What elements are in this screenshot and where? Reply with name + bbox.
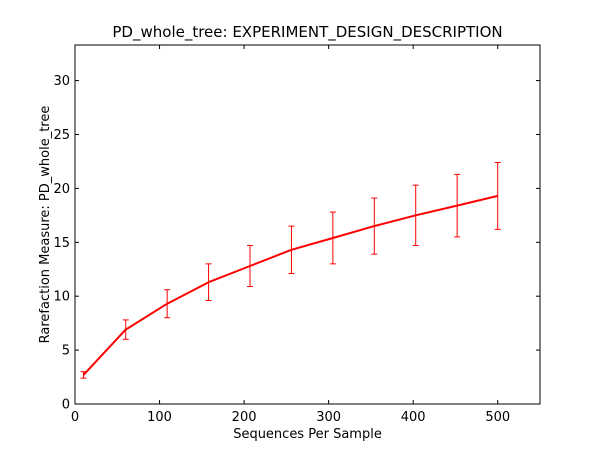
axes-frame	[74, 44, 541, 405]
y-tick-label: 0	[62, 398, 70, 413]
y-tick-label: 10	[53, 290, 70, 305]
y-tick-label: 15	[53, 236, 70, 251]
x-tick-label: 500	[485, 410, 510, 425]
x-tick-label: 0	[71, 410, 79, 425]
x-tick-label: 400	[401, 410, 426, 425]
series-line	[82, 194, 498, 376]
chart-title: PD_whole_tree: EXPERIMENT_DESIGN_DESCRIP…	[112, 23, 502, 42]
y-axis-label: Rarefaction Measure: PD_whole_tree	[38, 106, 53, 344]
x-axis-label: Sequences Per Sample	[233, 427, 382, 442]
y-tick-label: 30	[53, 74, 70, 89]
x-tick-label: 300	[316, 410, 341, 425]
y-tick-label: 25	[53, 128, 70, 143]
y-tick-label: 5	[62, 344, 70, 359]
plot-area	[80, 162, 501, 379]
y-tick-label: 20	[53, 182, 70, 197]
axes-ticks: 0 100 200 300 400 500 0 5 10 15 20 25 30	[53, 45, 540, 425]
x-tick-label: 200	[232, 410, 257, 425]
x-tick-label: 100	[147, 410, 172, 425]
